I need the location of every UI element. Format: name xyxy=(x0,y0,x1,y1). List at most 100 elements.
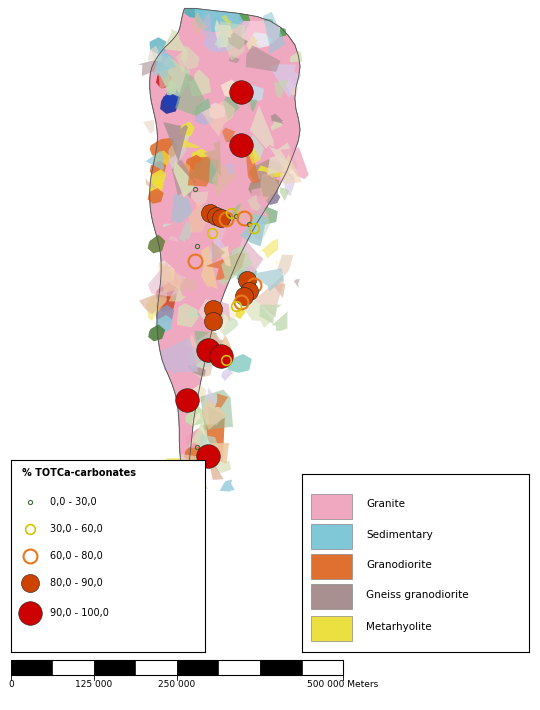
Polygon shape xyxy=(210,212,230,248)
FancyBboxPatch shape xyxy=(21,491,89,598)
Polygon shape xyxy=(218,246,231,266)
Polygon shape xyxy=(153,61,169,78)
Polygon shape xyxy=(150,160,166,177)
Text: 30,0 - 60,0: 30,0 - 60,0 xyxy=(50,524,103,534)
Polygon shape xyxy=(193,358,213,378)
Polygon shape xyxy=(174,273,186,285)
Polygon shape xyxy=(156,305,174,322)
Polygon shape xyxy=(146,296,167,321)
Polygon shape xyxy=(148,179,164,195)
Polygon shape xyxy=(216,311,239,337)
Text: 60,0 - 80,0: 60,0 - 80,0 xyxy=(50,551,103,561)
Polygon shape xyxy=(247,35,259,50)
Polygon shape xyxy=(260,239,278,258)
Polygon shape xyxy=(220,480,235,491)
Polygon shape xyxy=(252,207,278,224)
Polygon shape xyxy=(209,236,230,260)
Polygon shape xyxy=(179,121,195,138)
Polygon shape xyxy=(150,37,166,54)
Text: Sedimentary: Sedimentary xyxy=(366,530,433,540)
Polygon shape xyxy=(163,224,174,227)
Polygon shape xyxy=(266,192,280,205)
Polygon shape xyxy=(191,192,208,206)
Polygon shape xyxy=(218,245,253,285)
Polygon shape xyxy=(237,265,257,285)
Polygon shape xyxy=(206,253,246,280)
Polygon shape xyxy=(183,135,190,148)
Polygon shape xyxy=(211,241,225,263)
Polygon shape xyxy=(234,84,264,103)
Polygon shape xyxy=(145,178,158,190)
Polygon shape xyxy=(294,279,300,288)
Polygon shape xyxy=(188,365,206,376)
Polygon shape xyxy=(225,203,241,224)
Polygon shape xyxy=(203,327,225,359)
Polygon shape xyxy=(176,163,192,179)
Polygon shape xyxy=(254,273,285,318)
Polygon shape xyxy=(230,204,246,220)
Polygon shape xyxy=(204,103,226,119)
Polygon shape xyxy=(259,212,269,221)
Polygon shape xyxy=(204,32,237,53)
Polygon shape xyxy=(200,13,213,38)
Polygon shape xyxy=(184,442,204,462)
Bar xyxy=(312,584,352,609)
Polygon shape xyxy=(175,73,205,116)
Polygon shape xyxy=(220,315,229,332)
Polygon shape xyxy=(245,99,257,112)
Polygon shape xyxy=(263,12,286,55)
Polygon shape xyxy=(248,175,279,197)
Polygon shape xyxy=(187,308,201,317)
Polygon shape xyxy=(156,283,178,304)
Polygon shape xyxy=(173,454,200,479)
Polygon shape xyxy=(161,337,198,376)
Polygon shape xyxy=(212,164,237,197)
Polygon shape xyxy=(188,157,212,187)
Polygon shape xyxy=(180,45,199,70)
Polygon shape xyxy=(156,55,190,97)
Polygon shape xyxy=(249,268,284,292)
Polygon shape xyxy=(200,435,223,469)
Polygon shape xyxy=(271,119,282,131)
Polygon shape xyxy=(245,135,264,160)
Polygon shape xyxy=(160,94,179,114)
Bar xyxy=(94,660,136,675)
Polygon shape xyxy=(267,155,290,175)
Polygon shape xyxy=(155,53,174,70)
Polygon shape xyxy=(158,260,175,282)
Polygon shape xyxy=(188,69,211,96)
Polygon shape xyxy=(222,128,235,143)
Polygon shape xyxy=(46,510,64,538)
Bar xyxy=(312,554,352,579)
Polygon shape xyxy=(200,390,233,430)
Polygon shape xyxy=(147,45,163,62)
Polygon shape xyxy=(147,234,165,253)
Polygon shape xyxy=(247,195,261,211)
Polygon shape xyxy=(283,172,295,196)
Polygon shape xyxy=(246,143,261,164)
Bar xyxy=(260,660,301,675)
Polygon shape xyxy=(226,354,252,373)
Polygon shape xyxy=(146,151,164,170)
Polygon shape xyxy=(148,262,178,297)
Text: Metarhyolite: Metarhyolite xyxy=(366,622,431,632)
Polygon shape xyxy=(271,114,284,124)
Polygon shape xyxy=(185,428,205,448)
Text: Gneiss granodiorite: Gneiss granodiorite xyxy=(366,590,469,600)
Polygon shape xyxy=(275,253,277,266)
Polygon shape xyxy=(194,331,224,364)
Text: 250 000: 250 000 xyxy=(158,679,195,689)
Bar xyxy=(301,660,343,675)
Polygon shape xyxy=(205,388,217,403)
Polygon shape xyxy=(186,384,206,404)
Polygon shape xyxy=(197,99,211,122)
Polygon shape xyxy=(260,305,282,324)
Polygon shape xyxy=(246,204,270,241)
Bar xyxy=(312,494,352,518)
Polygon shape xyxy=(156,315,173,332)
Polygon shape xyxy=(200,100,235,136)
Text: % TOTCa-carbonates: % TOTCa-carbonates xyxy=(23,468,137,478)
Polygon shape xyxy=(232,237,264,274)
Polygon shape xyxy=(226,21,251,45)
Polygon shape xyxy=(154,37,177,72)
